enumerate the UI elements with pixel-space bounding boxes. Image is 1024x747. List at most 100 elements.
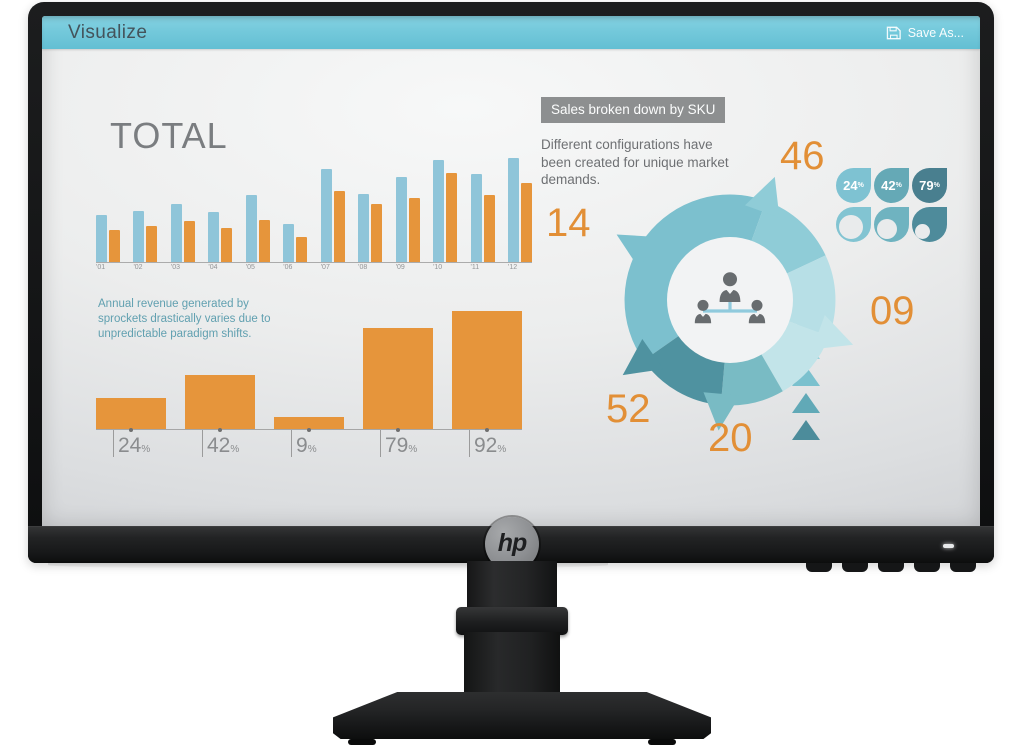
stand-neck: [467, 561, 557, 610]
save-as-button[interactable]: Save As...: [886, 16, 964, 49]
bar: [408, 198, 420, 262]
bar: [283, 224, 295, 262]
sku-description: Different configurations have been creat…: [541, 137, 729, 188]
total-bar-group: [433, 160, 458, 262]
ring-number: 46: [780, 134, 825, 178]
total-bar-chart-bars: [96, 158, 532, 263]
bar: [358, 194, 370, 262]
axis-label: '11: [470, 264, 480, 271]
total-bar-group: [133, 211, 158, 262]
axis-label: '06: [283, 264, 293, 271]
drop-ring: [836, 207, 871, 242]
bar: [109, 230, 120, 262]
org-chart-icon: [694, 272, 766, 324]
total-chart-title: TOTAL: [110, 115, 228, 156]
bar: [363, 328, 433, 429]
axis-label: '03: [170, 264, 181, 271]
stand-foot: [648, 739, 676, 745]
mini-donut-badges: 24% 42% 79%: [836, 168, 948, 246]
axis-label: '12: [507, 264, 518, 271]
bar: [133, 211, 145, 262]
bottom-bezel: hp: [28, 517, 994, 571]
axis-label: '02: [133, 264, 143, 271]
bar-label: 9%: [274, 428, 344, 460]
stand-foot: [348, 739, 376, 745]
total-bar-group: [245, 195, 270, 262]
sku-badge: Sales broken down by SKU: [541, 97, 726, 123]
bar: [96, 215, 107, 262]
percent-bar-chart-labels: 24% 42% 9% 79% 92%: [96, 428, 522, 460]
annual-revenue-note: Annual revenue generated by sprockets dr…: [98, 298, 271, 341]
bar: [208, 212, 220, 262]
total-bar-group: [395, 177, 420, 262]
panel-under-shadow: [48, 561, 608, 569]
bar: [483, 195, 495, 262]
bar-label: 24%: [96, 428, 166, 460]
hp-logo-text: hp: [497, 528, 528, 557]
monitor: TOTAL '01'02'03'04'05'06'07'08'09'10'11 '…: [28, 2, 994, 571]
power-led: [943, 544, 954, 548]
total-bar-group: [96, 215, 120, 262]
ring-number: 09: [870, 289, 915, 333]
percent-drop-badge: 42%: [874, 168, 909, 203]
bar: [433, 160, 445, 262]
osd-buttons: [0, 563, 1024, 575]
bar: [245, 195, 257, 262]
app-header: Visualize Save As...: [42, 16, 980, 49]
bar: [470, 174, 482, 262]
app-title: Visualize: [68, 21, 148, 43]
stand-height-collar: [456, 607, 568, 635]
osd-button[interactable]: [842, 563, 868, 572]
total-bar-chart-axis-labels: '01 '02 '03 '04 '05 '06 '07 '08 '09 '10 '11 '12: [96, 264, 532, 271]
total-bar-chart: '01 '02 '03 '04 '05 '06 '07 '08 '09 '10 '11 '12: [96, 158, 532, 271]
total-bar-group: [208, 212, 233, 262]
screen: TOTAL '01'02'03'04'05'06'07'08'09'10'11 '…: [42, 16, 980, 526]
cycle-ring-chart: 46 14 09 52 20: [546, 134, 915, 460]
axis-label: '10: [433, 264, 443, 271]
axis-label: '01: [96, 264, 106, 271]
total-bar-group: [358, 194, 383, 262]
bar: [185, 375, 255, 429]
bar: [333, 191, 345, 262]
bar-label: 42%: [185, 428, 255, 460]
axis-label: '09: [395, 264, 405, 271]
percent-bar-chart-bars: [96, 311, 522, 430]
bar: [446, 173, 458, 262]
drop-ring: [874, 207, 909, 242]
bar: [320, 169, 332, 262]
axis-label: '04: [208, 264, 218, 271]
bar: [221, 228, 233, 262]
bar: [371, 204, 383, 262]
bar: [395, 177, 407, 262]
bar: [274, 417, 344, 429]
bar: [183, 221, 195, 262]
percent-drop-badge: 24%: [836, 168, 871, 203]
total-bar-group: [470, 174, 495, 262]
save-icon: [886, 26, 901, 39]
bar-label: 92%: [452, 428, 522, 460]
bar-label: 79%: [363, 428, 433, 460]
bar: [507, 158, 519, 262]
total-bar-group: [320, 169, 345, 262]
axis-label: '08: [358, 264, 368, 271]
osd-button[interactable]: [914, 563, 940, 572]
bar: [452, 311, 522, 429]
save-as-label: Save As...: [907, 25, 964, 40]
ring-number: 14: [546, 201, 591, 245]
osd-button[interactable]: [878, 563, 904, 572]
bar: [170, 204, 182, 262]
bar: [520, 183, 532, 262]
bar: [146, 226, 158, 262]
axis-label: '07: [320, 264, 330, 271]
ring-number: 52: [606, 387, 651, 431]
osd-button[interactable]: [806, 563, 832, 572]
total-bar-group: [507, 158, 532, 262]
osd-button[interactable]: [950, 563, 976, 572]
total-bar-group: [170, 204, 195, 262]
total-bar-group: [283, 224, 308, 262]
bar: [96, 398, 166, 429]
triangle-icon: [792, 420, 820, 440]
bar: [296, 237, 308, 262]
percent-bar-chart: 24% 42% 9% 79% 92%: [96, 311, 522, 460]
